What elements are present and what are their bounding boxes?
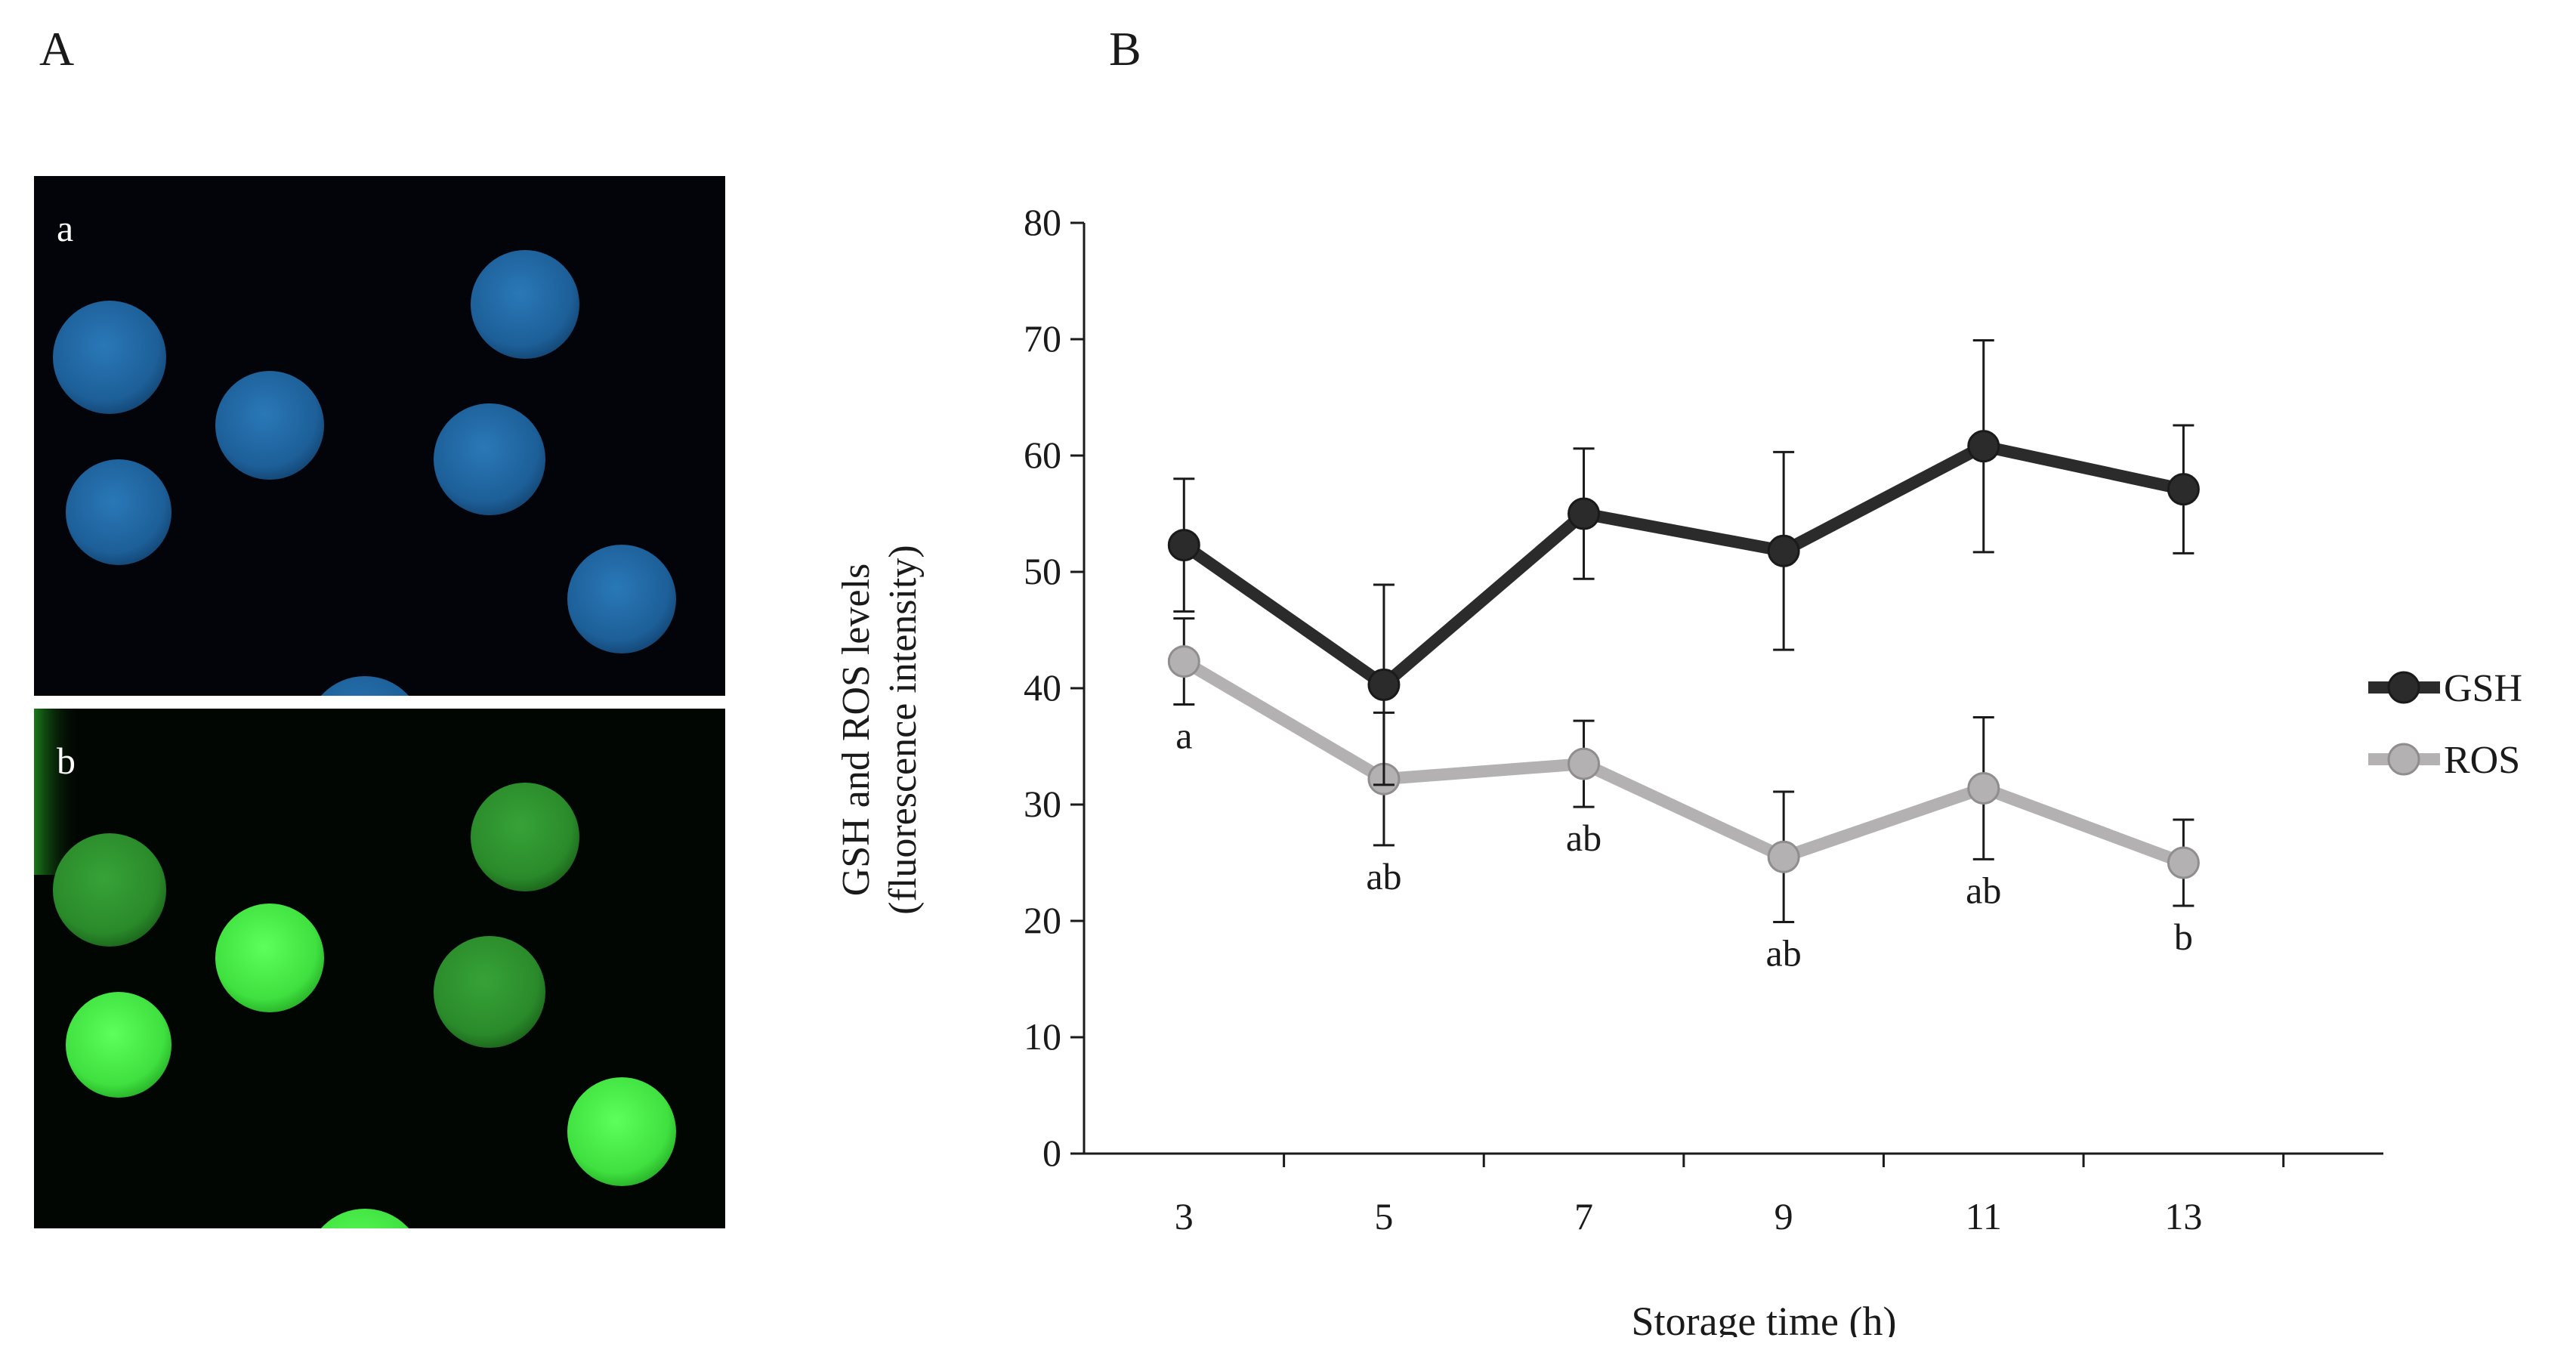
oocyte [434, 403, 545, 515]
oocyte [320, 1209, 409, 1228]
line-chart: 0 10 20 30 40 50 60 70 80 3 5 7 9 11 13 Storage time (h… [835, 201, 2522, 1337]
x-tick-label: 7 [1574, 1195, 1593, 1237]
chart-legend: GSH ROS [2368, 667, 2522, 782]
y-tick-label: 70 [1024, 317, 1061, 360]
data-point-ros [1167, 645, 1200, 678]
micrograph-green-image [34, 709, 676, 1228]
data-point-ros [1967, 771, 2000, 805]
data-point-ros [2167, 846, 2200, 879]
significance-label: ab [1766, 932, 1802, 975]
data-point-gsh [1767, 534, 1800, 567]
y-axis-title: GSH and ROS levels [835, 564, 878, 897]
legend-label: GSH [2444, 667, 2522, 710]
oocyte [320, 676, 409, 696]
data-point-gsh [1367, 668, 1401, 701]
series-line-ros [1181, 656, 2186, 869]
data-point-ros [1767, 840, 1800, 873]
x-tick-label: 9 [1774, 1195, 1793, 1237]
x-tick-label: 13 [2164, 1195, 2202, 1237]
significance-label: b [2174, 916, 2193, 958]
chart-labels: a ab ab ab ab b [1175, 715, 2193, 975]
data-point-gsh [1568, 497, 1601, 530]
oocyte [471, 783, 579, 891]
y-tick-label: 30 [1024, 783, 1061, 825]
panel-letter-a: A [39, 22, 75, 76]
oocyte [53, 833, 166, 947]
panel-letter-b: B [1109, 22, 1141, 76]
y-tick-label: 0 [1042, 1132, 1061, 1174]
data-point-gsh [1967, 430, 2000, 463]
oocyte [434, 936, 545, 1048]
significance-label: ab [1366, 855, 1401, 897]
x-axis-title: Storage time (h) [1632, 1299, 1897, 1337]
series-ros [1167, 617, 2200, 924]
y-tick-label: 80 [1024, 201, 1061, 243]
y-tick-label: 60 [1024, 434, 1061, 476]
x-tick-label: 3 [1175, 1195, 1194, 1237]
legend-swatch-marker [2387, 743, 2420, 776]
micrograph-green: b [34, 709, 725, 1228]
significance-label: ab [1566, 817, 1602, 859]
y-tick-label: 50 [1024, 550, 1061, 592]
oocyte [66, 459, 171, 565]
significance-label: a [1175, 715, 1192, 757]
legend-label: ROS [2444, 739, 2520, 782]
oocyte [215, 371, 324, 480]
oocyte [567, 1077, 676, 1186]
oocyte [471, 250, 579, 359]
data-point-gsh [2167, 473, 2200, 506]
oocyte [53, 301, 166, 414]
x-tick-label: 5 [1374, 1195, 1393, 1237]
oocyte [567, 545, 676, 653]
significance-label: ab [1966, 869, 2001, 911]
x-tick-label: 11 [1966, 1195, 2002, 1237]
micrograph-blue: a [34, 176, 725, 696]
y-tick-label: 40 [1024, 666, 1061, 709]
edge-glow [34, 709, 79, 875]
micrograph-blue-image [53, 250, 676, 696]
oocyte [66, 992, 171, 1098]
micrograph-blue-label: a [57, 207, 74, 249]
chart-axes: 0 10 20 30 40 50 60 70 80 3 5 7 9 11 13 Storage time (h… [835, 201, 2383, 1337]
legend-swatch-marker [2387, 671, 2420, 704]
y-axis-title-line2: (fluorescence intensity) [882, 545, 925, 914]
chart-series [1167, 339, 2200, 924]
y-tick-label: 20 [1024, 899, 1061, 941]
series-gsh [1167, 339, 2200, 786]
data-point-gsh [1167, 529, 1200, 562]
data-point-ros [1568, 747, 1601, 780]
oocyte [215, 904, 324, 1012]
y-tick-label: 10 [1024, 1015, 1061, 1058]
series-line-gsh [1180, 440, 2185, 691]
micrograph-green-label: b [57, 740, 76, 782]
